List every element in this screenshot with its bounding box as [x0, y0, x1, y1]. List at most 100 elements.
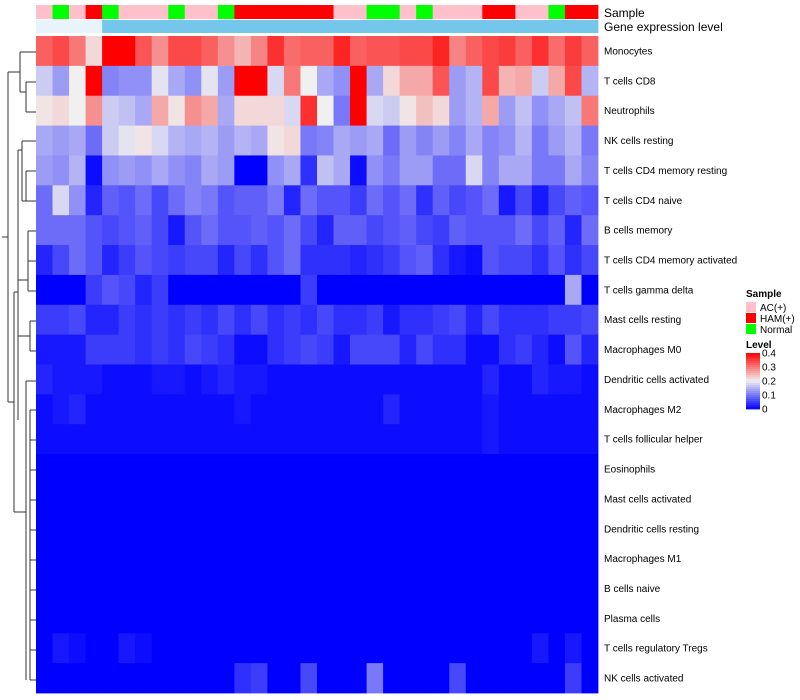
heatmap-cell — [548, 155, 566, 186]
heatmap-cell — [201, 394, 219, 425]
heatmap-cell — [515, 185, 533, 216]
heatmap-cell — [135, 274, 153, 306]
heatmap-cell — [498, 603, 516, 634]
heatmap-cell — [267, 573, 285, 604]
heatmap-cell — [85, 65, 103, 97]
heatmap-cell — [250, 573, 268, 604]
heatmap-cell — [383, 424, 401, 455]
annotation-cell — [85, 20, 103, 33]
heatmap-cell — [283, 633, 301, 664]
heatmap-cell — [366, 633, 384, 664]
heatmap-cell — [135, 603, 153, 634]
level-legend-tick-label: 0.1 — [762, 391, 776, 402]
heatmap-cell — [531, 65, 549, 97]
heatmap-cell — [102, 573, 120, 604]
row-label: Plasma cells — [604, 614, 660, 625]
heatmap-cell — [317, 454, 334, 485]
heatmap-cell — [432, 454, 450, 485]
heatmap-cell — [317, 245, 334, 276]
heatmap-cell — [118, 543, 136, 574]
heatmap-cell — [333, 274, 351, 306]
heatmap-cell — [482, 215, 500, 246]
heatmap-cell — [168, 274, 186, 306]
annotation-cell — [383, 20, 401, 33]
heatmap-cell — [118, 274, 136, 306]
heatmap-cell — [36, 245, 53, 276]
heatmap-cell — [333, 454, 351, 485]
heatmap-cell — [482, 334, 500, 365]
heatmap-cell — [36, 274, 53, 306]
heatmap-cell — [234, 215, 252, 246]
heatmap-cell — [498, 663, 516, 694]
heatmap-cell — [36, 125, 53, 156]
heatmap-cell — [581, 304, 599, 336]
heatmap-cell — [498, 185, 516, 216]
heatmap-cell — [151, 454, 169, 485]
heatmap-cell — [350, 215, 367, 246]
heatmap-cell — [151, 95, 169, 126]
heatmap-cell — [366, 185, 384, 216]
annotation-cell — [482, 5, 500, 19]
heatmap-cell — [234, 95, 252, 126]
heatmap-cell — [85, 364, 103, 395]
heatmap-cell — [151, 334, 169, 365]
heatmap-cell — [168, 125, 186, 156]
heatmap-cell — [184, 394, 202, 425]
heatmap-cell — [69, 364, 86, 395]
heatmap-cell — [135, 663, 153, 694]
annotation-cell — [102, 20, 120, 33]
heatmap-cell — [482, 454, 500, 485]
heatmap-cell — [69, 125, 86, 156]
heatmap-cell — [217, 95, 235, 126]
heatmap-cell — [102, 36, 120, 67]
heatmap-cell — [531, 633, 549, 664]
heatmap-cell — [201, 245, 219, 276]
heatmap-cell — [432, 185, 450, 216]
heatmap-cell — [498, 125, 516, 156]
heatmap-cell — [184, 185, 202, 216]
heatmap-cell — [581, 573, 599, 604]
heatmap-cell — [201, 185, 219, 216]
heatmap-cell — [515, 633, 533, 664]
heatmap-cell — [416, 215, 434, 246]
heatmap-cell — [234, 304, 252, 336]
heatmap-cell — [548, 513, 566, 545]
heatmap-cell — [151, 245, 169, 276]
heatmap-cell — [366, 483, 384, 515]
sample-legend-swatch — [746, 302, 756, 312]
heatmap-cell — [184, 274, 202, 306]
heatmap-cell — [498, 424, 516, 455]
heatmap-cell — [564, 274, 582, 306]
heatmap-cell — [449, 36, 467, 67]
heatmap-cell — [135, 65, 153, 97]
heatmap-cell — [317, 95, 334, 126]
level-gradient-band — [746, 397, 760, 400]
heatmap-cell — [36, 95, 53, 126]
heatmap-cell — [317, 36, 334, 67]
heatmap-cell — [267, 125, 285, 156]
heatmap-cell — [333, 185, 351, 216]
heatmap-cell — [531, 663, 549, 694]
annotation-cell — [564, 5, 582, 19]
heatmap-cell — [581, 424, 599, 455]
heatmap-cell — [416, 483, 434, 515]
level-gradient-band — [746, 399, 760, 402]
heatmap-cell — [465, 95, 483, 126]
heatmap-cell — [564, 633, 582, 664]
heatmap-cell — [482, 125, 500, 156]
heatmap-cell — [498, 155, 516, 186]
heatmap-cell — [201, 215, 219, 246]
annotation-cell — [432, 5, 450, 19]
heatmap-cell — [383, 245, 401, 276]
heatmap-cell — [564, 603, 582, 634]
heatmap-cell — [36, 394, 53, 425]
heatmap-cell — [201, 424, 219, 455]
heatmap-cell — [151, 215, 169, 246]
heatmap-cell — [168, 95, 186, 126]
heatmap-cell — [69, 304, 86, 336]
heatmap-cell — [515, 394, 533, 425]
heatmap-cell — [52, 304, 70, 336]
heatmap-cell — [581, 394, 599, 425]
heatmap-cell — [548, 245, 566, 276]
heatmap-cell — [449, 424, 467, 455]
